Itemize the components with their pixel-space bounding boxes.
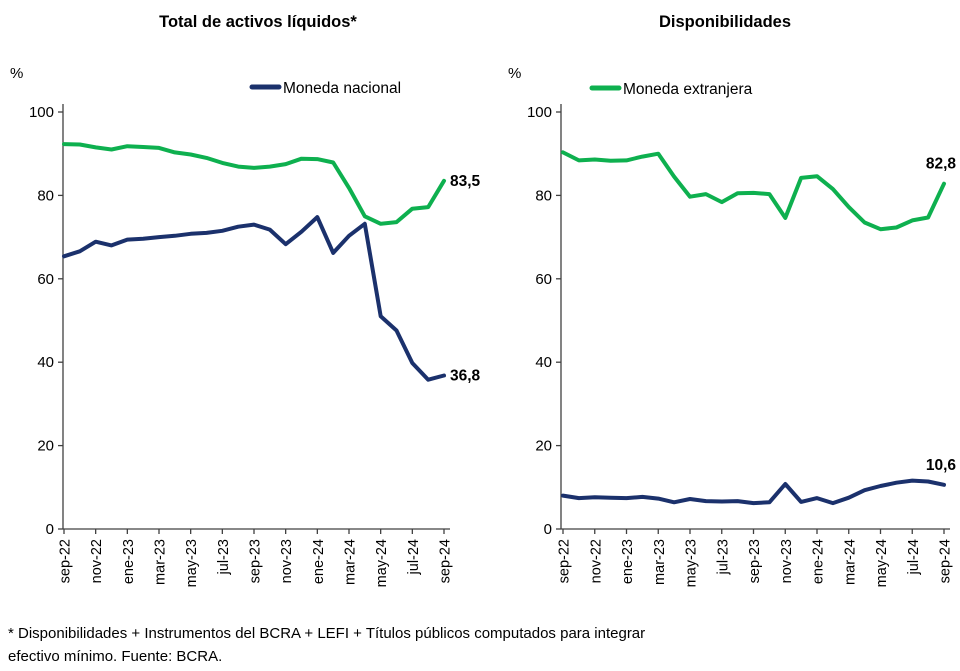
end-label-moneda-extranjera: 83,5	[450, 173, 481, 190]
x-tick-label: may-23	[184, 539, 200, 587]
x-tick-label: sep-24	[938, 539, 954, 583]
footnote-line-2: efectivo mínimo. Fuente: BCRA.	[8, 648, 223, 665]
x-tick-label: sep-23	[747, 539, 763, 583]
y-tick-label: 20	[37, 438, 54, 455]
x-tick-label: mar-24	[343, 539, 359, 585]
y-tick-label: 60	[37, 271, 54, 288]
y-tick-label: 100	[527, 104, 552, 121]
axes-right: 0 20 40 60 80 100 sep-22 nov-22 ene-23 mar-23 may-…	[527, 104, 954, 587]
x-tick-label: jul-24	[906, 539, 922, 575]
x-tick-label: may-24	[374, 539, 390, 587]
x-tick-label: mar-23	[153, 539, 169, 585]
y-tick-label: 80	[37, 187, 54, 204]
x-tick-label: nov-22	[588, 539, 604, 583]
x-tick-label: mar-23	[652, 539, 668, 585]
y-tick-label: 40	[37, 354, 54, 371]
y-tick-label: 100	[29, 104, 54, 121]
line-moneda-nacional	[561, 478, 946, 506]
series-lines-left: 83,5 36,8	[62, 142, 481, 385]
line-moneda-extranjera	[62, 142, 446, 226]
footnote: * Disponibilidades + Instrumentos del BC…	[8, 622, 952, 668]
x-tick-label: mar-24	[842, 539, 858, 585]
x-tick-label: ene-24	[311, 539, 327, 584]
x-tick-label: ene-23	[121, 539, 137, 584]
charts-row: Total de activos líquidos* % Moneda naci…	[10, 13, 957, 587]
chart-disponibilidades: Disponibilidades % Moneda extranjera 0 20…	[508, 13, 957, 587]
end-label-moneda-nacional: 36,8	[450, 368, 481, 385]
x-tick-label: ene-24	[811, 539, 827, 584]
y-tick-label: 0	[544, 521, 552, 538]
x-tick-label: nov-23	[779, 539, 795, 583]
x-tick-label: jul-23	[216, 539, 232, 575]
x-tick-label: jul-24	[406, 539, 422, 575]
x-tick-label: sep-22	[557, 539, 573, 583]
legend-label-moneda-nacional: Moneda nacional	[283, 80, 401, 97]
x-tick-label: jul-23	[715, 539, 731, 575]
x-tick-label: sep-22	[58, 539, 74, 583]
x-tick-label: nov-22	[89, 539, 105, 583]
series-lines-right: 82,8 10,6	[561, 150, 957, 506]
x-tick-label: may-23	[684, 539, 700, 587]
footnote-line-1: * Disponibilidades + Instrumentos del BC…	[8, 625, 646, 642]
chart-total-activos-liquidos: Total de activos líquidos* % Moneda naci…	[10, 13, 481, 587]
x-tick-label: sep-24	[438, 539, 454, 583]
end-label-moneda-extranjera: 82,8	[926, 156, 957, 173]
y-axis-unit-right: %	[508, 65, 521, 82]
x-tick-label: sep-23	[248, 539, 264, 583]
x-tick-label: nov-23	[279, 539, 295, 583]
x-tick-label: may-24	[874, 539, 890, 587]
chart-title-right: Disponibilidades	[659, 13, 791, 31]
legend-label-moneda-extranjera: Moneda extranjera	[623, 81, 753, 98]
end-label-moneda-nacional: 10,6	[926, 457, 957, 474]
axes-left: 0 20 40 60 80 100 sep-22 nov-22 ene-23 mar-23 may-…	[29, 104, 454, 587]
line-moneda-extranjera	[561, 150, 946, 232]
y-tick-label: 80	[535, 187, 552, 204]
y-tick-label: 20	[535, 438, 552, 455]
y-axis-unit-left: %	[10, 65, 23, 82]
line-moneda-nacional	[62, 215, 446, 382]
y-tick-label: 0	[46, 521, 54, 538]
chart-title-left: Total de activos líquidos*	[159, 13, 357, 31]
y-tick-label: 60	[535, 271, 552, 288]
x-tick-label: ene-23	[620, 539, 636, 584]
y-tick-label: 40	[535, 354, 552, 371]
